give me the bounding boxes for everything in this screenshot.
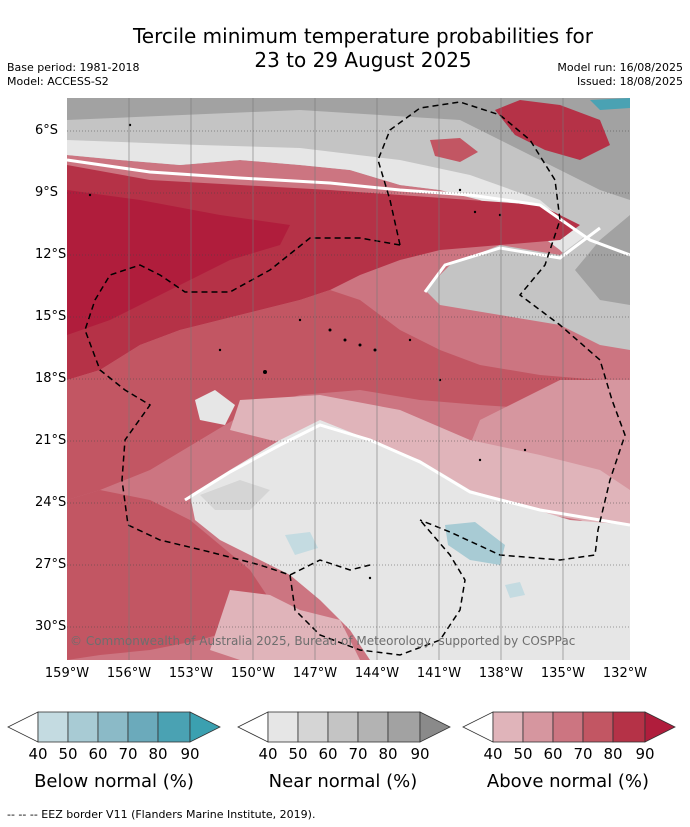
eez-footnote: -- -- -- EEZ border V11 (Flanders Marine… bbox=[7, 808, 316, 821]
lon-label-144w: 144°W bbox=[354, 666, 400, 681]
above-normal-mid-band bbox=[67, 290, 630, 500]
above-normal-southwest-region bbox=[67, 490, 270, 660]
below-tick-50: 50 bbox=[58, 745, 78, 763]
low-signal-band-east bbox=[423, 226, 601, 293]
lat-label-24s: 24°S bbox=[35, 495, 67, 510]
below-normal-sw-patch bbox=[285, 532, 318, 555]
near-normal-central-region bbox=[190, 420, 630, 660]
issued-text: Issued: 18/08/2025 bbox=[576, 75, 683, 88]
above-tick-70: 70 bbox=[573, 745, 593, 763]
lon-label-132w: 132°W bbox=[602, 666, 648, 681]
low-signal-band-north bbox=[67, 158, 630, 257]
above-tick-90: 90 bbox=[635, 745, 655, 763]
island-markers bbox=[88, 123, 527, 580]
colorbar-above-normal bbox=[462, 711, 676, 743]
lat-label-21s: 21°S bbox=[35, 433, 67, 448]
near-normal-east-inner bbox=[575, 215, 630, 305]
lon-label-141w: 141°W bbox=[416, 666, 462, 681]
below-normal-tiny-patch bbox=[505, 582, 525, 598]
lat-label-6s: 6°S bbox=[35, 123, 59, 138]
near-tick-80: 80 bbox=[378, 745, 398, 763]
near-tick-50: 50 bbox=[288, 745, 308, 763]
lat-label-30s: 30°S bbox=[35, 619, 67, 634]
lat-label-15s: 15°S bbox=[35, 309, 67, 324]
above-tick-60: 60 bbox=[543, 745, 563, 763]
near-tick-60: 60 bbox=[318, 745, 338, 763]
map-title-line2: 23 to 29 August 2025 bbox=[254, 48, 472, 72]
above-tick-40: 40 bbox=[483, 745, 503, 763]
below-normal-northeast-patch bbox=[590, 98, 630, 110]
model-text: Model: ACCESS-S2 bbox=[7, 75, 109, 88]
near-normal-north-edge bbox=[67, 140, 630, 300]
above-tick-50: 50 bbox=[513, 745, 533, 763]
lat-label-12s: 12°S bbox=[35, 247, 67, 262]
lat-label-27s: 27°S bbox=[35, 557, 67, 572]
below-tick-60: 60 bbox=[88, 745, 108, 763]
map-title-line1: Tercile minimum temperature probabilitie… bbox=[132, 24, 594, 48]
colorbar-below-normal bbox=[7, 711, 221, 743]
above-normal-deep-core bbox=[67, 190, 290, 335]
grid-lines-vertical bbox=[128, 98, 564, 660]
above-normal-small-patch bbox=[430, 138, 478, 162]
lon-label-159w: 159°W bbox=[44, 666, 90, 681]
grid-lines bbox=[67, 130, 630, 628]
lat-label-18s: 18°S bbox=[35, 371, 67, 386]
base-period-text: Base period: 1981-2018 bbox=[7, 61, 140, 74]
near-normal-east-region bbox=[425, 200, 630, 350]
near-tick-70: 70 bbox=[348, 745, 368, 763]
model-run-text: Model run: 16/08/2025 bbox=[557, 61, 683, 74]
near-normal-central-patch bbox=[200, 480, 270, 510]
meta-right: Model run: 16/08/2025 Issued: 18/08/2025 bbox=[557, 61, 683, 89]
above-normal-southwest-light bbox=[210, 590, 360, 660]
lat-label-9s: 9°S bbox=[35, 185, 59, 200]
map-copyright: © Commonwealth of Australia 2025, Bureau… bbox=[70, 634, 576, 648]
lon-label-138w: 138°W bbox=[478, 666, 524, 681]
lon-label-150w: 150°W bbox=[230, 666, 276, 681]
above-tick-80: 80 bbox=[603, 745, 623, 763]
lon-label-147w: 147°W bbox=[292, 666, 338, 681]
lon-label-135w: 135°W bbox=[540, 666, 586, 681]
above-normal-northeast-patch bbox=[495, 100, 610, 160]
near-tick-90: 90 bbox=[410, 745, 430, 763]
colorbar-near-normal bbox=[237, 711, 451, 743]
below-tick-40: 40 bbox=[28, 745, 48, 763]
above-normal-title: Above normal (%) bbox=[486, 771, 650, 792]
below-tick-80: 80 bbox=[148, 745, 168, 763]
below-tick-70: 70 bbox=[118, 745, 138, 763]
lon-label-156w: 156°W bbox=[106, 666, 152, 681]
meta-left: Base period: 1981-2018 Model: ACCESS-S2 bbox=[7, 61, 139, 89]
low-signal-band-central bbox=[184, 423, 630, 527]
lon-label-153w: 153°W bbox=[168, 666, 214, 681]
near-tick-40: 40 bbox=[258, 745, 278, 763]
eez-border-lines bbox=[84, 101, 626, 656]
below-normal-title: Below normal (%) bbox=[34, 771, 194, 792]
near-normal-title: Near normal (%) bbox=[268, 771, 418, 792]
below-tick-90: 90 bbox=[180, 745, 200, 763]
near-normal-west-patch bbox=[195, 390, 235, 425]
